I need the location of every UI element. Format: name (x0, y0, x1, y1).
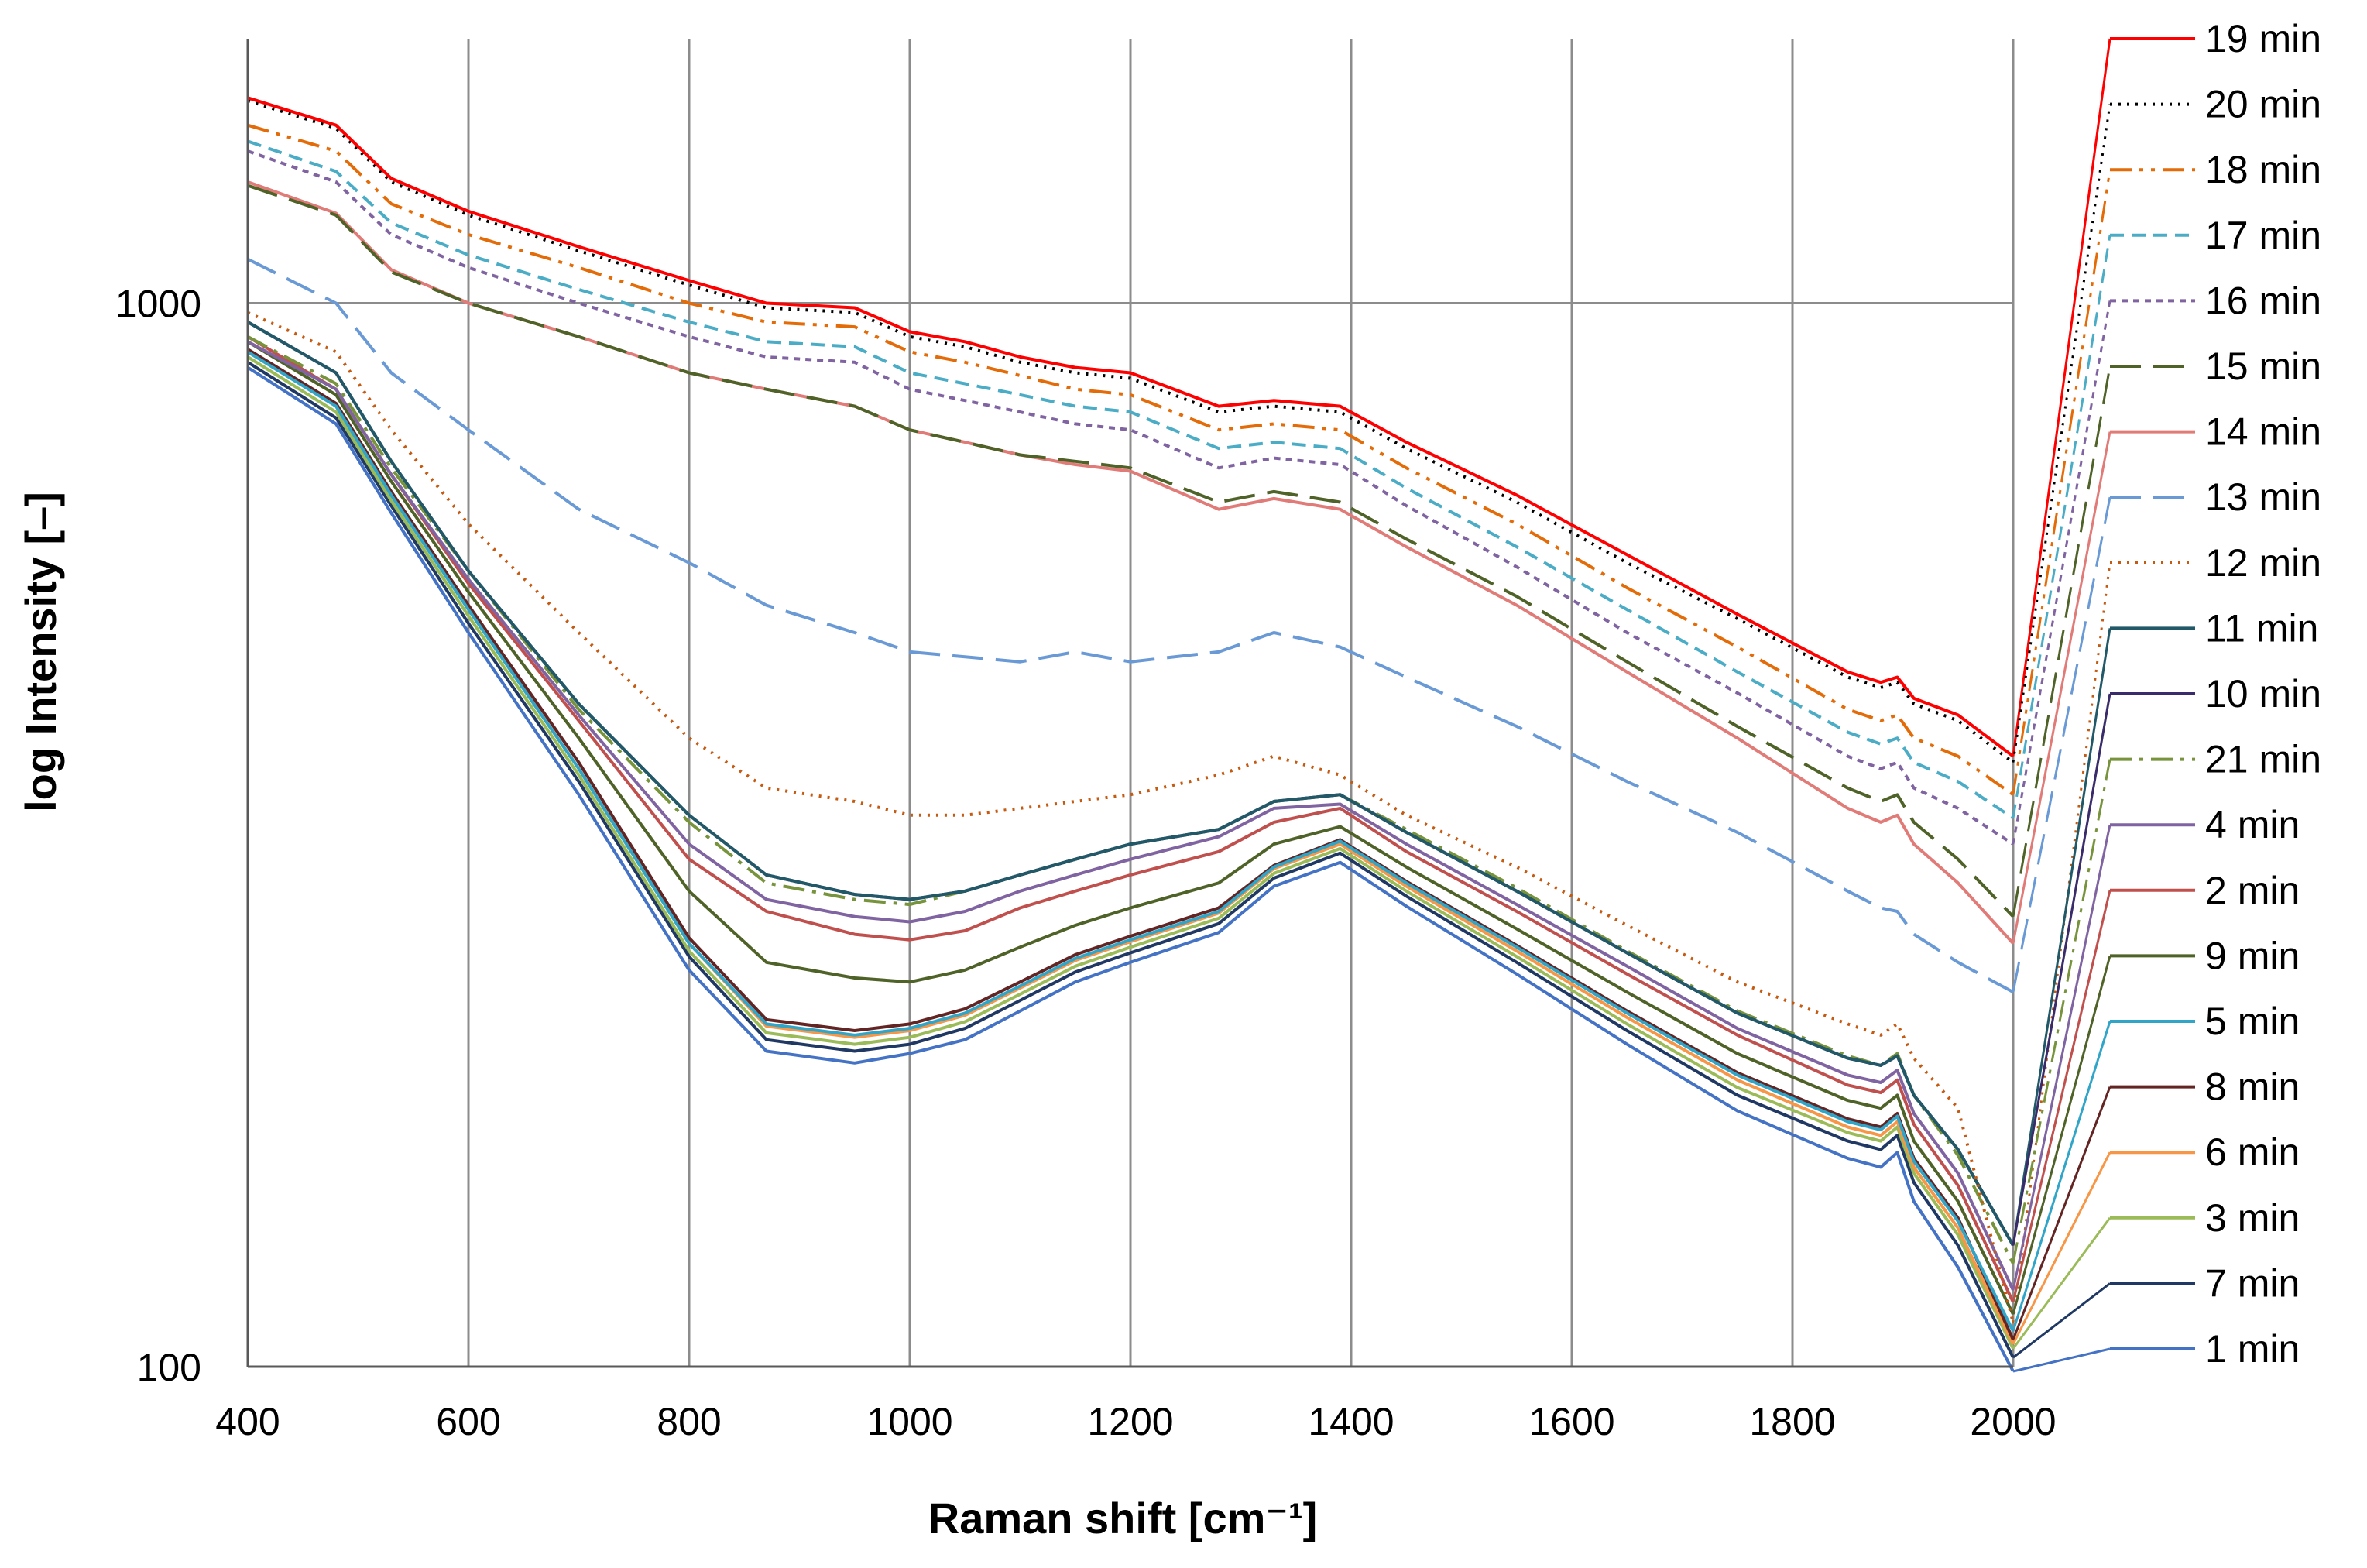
legend: 19 min 20 min 18 min 17 min 16 min 15 min 14 m… (2012, 17, 2321, 1373)
legend-leader-line (2012, 693, 2111, 1246)
legend-leader-line (2012, 628, 2111, 1246)
series-line (246, 335, 2015, 1303)
series-line (247, 340, 2015, 1292)
legend-label: 19 min (2205, 17, 2321, 60)
legend-leader-line (2012, 38, 2111, 757)
legend-leader-line (2012, 1021, 2111, 1332)
series-line (246, 355, 2015, 1350)
legend-leader-line (2012, 1151, 2111, 1345)
grid-lines (248, 39, 2015, 1367)
legend-label: 11 min (2205, 606, 2318, 650)
axes (246, 39, 2013, 1368)
x-tick-label: 1800 (1749, 1400, 1835, 1443)
y-tick-label: 1000 (115, 283, 201, 326)
x-tick-labels: 400 600 800 1000 1200 1400 1600 1800 2000 (215, 1400, 2056, 1443)
y-tick-label: 100 (137, 1346, 201, 1389)
series-line (247, 184, 2015, 918)
legend-label: 8 min (2205, 1065, 2300, 1109)
series-line (247, 149, 2015, 846)
legend-leader-line (2012, 890, 2111, 1302)
series-line (247, 96, 2015, 758)
series-line (247, 123, 2015, 796)
legend-leader-line (2012, 824, 2111, 1291)
legend-label: 21 min (2205, 738, 2321, 781)
x-tick-label: 1600 (1528, 1400, 1614, 1443)
x-tick-label: 600 (436, 1400, 500, 1443)
legend-label: 17 min (2205, 214, 2321, 257)
legend-leader-line (2012, 300, 2111, 845)
legend-leader-line (2012, 1216, 2111, 1350)
legend-label: 7 min (2205, 1261, 2300, 1305)
legend-label: 18 min (2205, 148, 2321, 191)
legend-label: 4 min (2205, 803, 2300, 846)
legend-label: 9 min (2205, 934, 2300, 977)
legend-leader-line (2012, 104, 2111, 763)
legend-label: 16 min (2205, 279, 2321, 322)
legend-label: 1 min (2205, 1327, 2300, 1371)
x-tick-label: 800 (657, 1400, 721, 1443)
legend-label: 6 min (2205, 1131, 2300, 1174)
legend-leader-line (2012, 1086, 2111, 1340)
legend-label: 15 min (2205, 345, 2321, 388)
x-tick-label: 1000 (866, 1400, 952, 1443)
series-line (247, 321, 2015, 1247)
legend-leader-line (2012, 365, 2111, 917)
legend-label: 2 min (2205, 869, 2300, 912)
series-line (247, 139, 2015, 820)
x-tick-label: 1200 (1087, 1400, 1173, 1443)
legend-leader-line (2012, 956, 2111, 1315)
y-axis-title: log Intensity [–] (16, 492, 65, 812)
legend-leader-line (2012, 1347, 2111, 1373)
y-tick-labels: 100 1000 (115, 283, 201, 1389)
series-line (247, 311, 2015, 1323)
legend-label: 10 min (2205, 672, 2321, 715)
series-line (246, 348, 2015, 1341)
legend-leader-line (2012, 235, 2111, 818)
series-line (247, 257, 2014, 994)
x-axis-title: Raman shift [cm⁻¹] (928, 1494, 1318, 1542)
legend-label: 12 min (2205, 541, 2321, 585)
legend-leader-line (2012, 1282, 2111, 1359)
legend-label: 14 min (2205, 410, 2321, 454)
x-tick-label: 1400 (1308, 1400, 1394, 1443)
series-line (246, 361, 2015, 1359)
series-line (246, 340, 2015, 1316)
legend-leader-line (2012, 431, 2111, 944)
legend-leader-line (2012, 759, 2111, 1264)
x-tick-label: 2000 (1970, 1400, 2056, 1443)
legend-leader-line (2012, 169, 2111, 795)
series-lines (246, 96, 2015, 1372)
legend-leader-line (2012, 496, 2111, 993)
x-tick-label: 400 (215, 1400, 280, 1443)
legend-label: 3 min (2205, 1196, 2300, 1240)
legend-label: 5 min (2205, 1000, 2300, 1043)
series-line (246, 350, 2015, 1332)
series-line (246, 365, 2015, 1372)
legend-label: 13 min (2205, 475, 2321, 519)
legend-label: 20 min (2205, 83, 2321, 126)
